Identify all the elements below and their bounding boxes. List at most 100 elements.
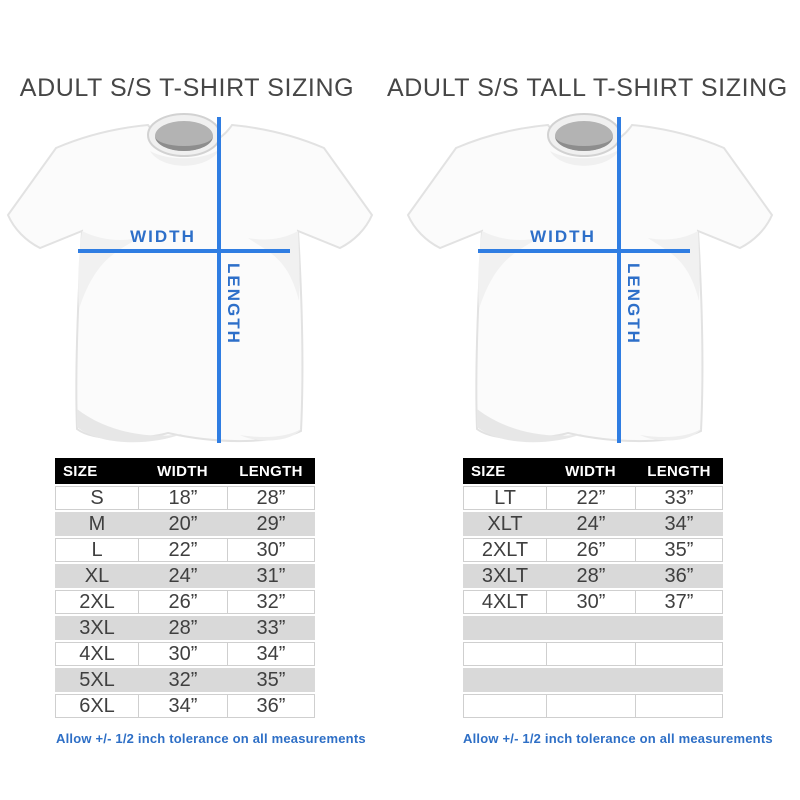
table-cell: S bbox=[55, 486, 138, 510]
table-cell: 30” bbox=[546, 590, 635, 614]
table-cell: 36” bbox=[227, 694, 315, 718]
table-row bbox=[463, 668, 723, 692]
table-cell bbox=[635, 694, 723, 718]
table-cell: M bbox=[55, 512, 138, 536]
tshirt-graphic: WIDTH LENGTH bbox=[6, 113, 374, 443]
sizing-panel-regular: ADULT S/S T-SHIRT SIZING WIDTH LENGTH bbox=[0, 74, 400, 746]
table-cell: 36” bbox=[635, 564, 723, 588]
table-cell bbox=[463, 642, 546, 666]
table-header-cell: WIDTH bbox=[138, 458, 227, 484]
shirt-hem-fold bbox=[477, 409, 582, 443]
table-cell: 18” bbox=[138, 486, 227, 510]
tshirt-illustration: WIDTH LENGTH bbox=[400, 113, 800, 453]
table-cell bbox=[463, 616, 546, 640]
table-cell: 34” bbox=[138, 694, 227, 718]
table-cell: 37” bbox=[635, 590, 723, 614]
table-header-cell: LENGTH bbox=[227, 458, 315, 484]
table-cell: 2XL bbox=[55, 590, 138, 614]
shirt-hem-fold-right bbox=[640, 429, 701, 441]
table-cell: 22” bbox=[546, 486, 635, 510]
table-row: 4XLT 30” 37” bbox=[463, 590, 723, 614]
table-row: 3XLT 28” 36” bbox=[463, 564, 723, 588]
table-row: 2XL 26” 32” bbox=[55, 590, 315, 614]
table-header-row: SIZE WIDTH LENGTH bbox=[55, 458, 315, 484]
shirt-shadow-under-collar bbox=[550, 149, 620, 166]
table-cell: 24” bbox=[138, 564, 227, 588]
table-cell bbox=[546, 616, 635, 640]
sizing-panel-tall: ADULT S/S TALL T-SHIRT SIZING WIDTH LENG… bbox=[387, 0, 800, 800]
table-cell: XL bbox=[55, 564, 138, 588]
panel-title: ADULT S/S T-SHIRT SIZING bbox=[19, 74, 355, 102]
table-cell bbox=[546, 642, 635, 666]
shirt-hem-fold bbox=[77, 409, 182, 443]
table-cell: 34” bbox=[635, 512, 723, 536]
table-cell bbox=[546, 694, 635, 718]
table-header-row: SIZE WIDTH LENGTH bbox=[463, 458, 723, 484]
table-row: S 18” 28” bbox=[55, 486, 315, 510]
tshirt-illustration: WIDTH LENGTH bbox=[0, 113, 400, 453]
table-cell bbox=[635, 642, 723, 666]
table-cell: 35” bbox=[227, 668, 315, 692]
table-cell: 5XL bbox=[55, 668, 138, 692]
table-cell: 28” bbox=[546, 564, 635, 588]
table-header-cell: SIZE bbox=[55, 458, 138, 484]
table-cell: 30” bbox=[138, 642, 227, 666]
table-row: XLT 24” 34” bbox=[463, 512, 723, 536]
table-cell: 24” bbox=[546, 512, 635, 536]
shirt-body bbox=[406, 123, 774, 442]
table-row: L 22” 30” bbox=[55, 538, 315, 562]
table-cell: 3XLT bbox=[463, 564, 546, 588]
table-cell: 26” bbox=[546, 538, 635, 562]
shirt-collar-shadow bbox=[155, 136, 213, 151]
shirt-shadow-under-collar bbox=[150, 149, 220, 166]
table-cell bbox=[635, 668, 723, 692]
shirt-hem-fold-right bbox=[240, 429, 301, 441]
size-table: SIZE WIDTH LENGTH S 18” 28” M 20” 29” L 22” 30” X… bbox=[55, 456, 315, 720]
tolerance-note: Allow +/- 1/2 inch tolerance on all meas… bbox=[56, 731, 366, 746]
table-row bbox=[463, 642, 723, 666]
table-row: 3XL 28” 33” bbox=[55, 616, 315, 640]
table-cell: 34” bbox=[227, 642, 315, 666]
tolerance-note: Allow +/- 1/2 inch tolerance on all meas… bbox=[463, 731, 773, 746]
table-cell: 29” bbox=[227, 512, 315, 536]
table-cell: 3XL bbox=[55, 616, 138, 640]
table-cell: 28” bbox=[227, 486, 315, 510]
table-cell: 33” bbox=[635, 486, 723, 510]
table-cell: 6XL bbox=[55, 694, 138, 718]
width-label: WIDTH bbox=[530, 227, 596, 246]
table-cell bbox=[635, 616, 723, 640]
table-cell: 32” bbox=[227, 590, 315, 614]
length-label: LENGTH bbox=[624, 263, 643, 345]
table-row: XL 24” 31” bbox=[55, 564, 315, 588]
shirt-collar-shadow bbox=[555, 136, 613, 151]
table-cell bbox=[463, 668, 546, 692]
table-cell: 20” bbox=[138, 512, 227, 536]
table-cell: 22” bbox=[138, 538, 227, 562]
table-cell: 35” bbox=[635, 538, 723, 562]
table-row: M 20” 29” bbox=[55, 512, 315, 536]
table-row: 2XLT 26” 35” bbox=[463, 538, 723, 562]
table-cell: 30” bbox=[227, 538, 315, 562]
table-cell: 33” bbox=[227, 616, 315, 640]
width-label: WIDTH bbox=[130, 227, 196, 246]
table-row bbox=[463, 694, 723, 718]
table-cell: 4XLT bbox=[463, 590, 546, 614]
table-cell: 31” bbox=[227, 564, 315, 588]
table-cell: 32” bbox=[138, 668, 227, 692]
table-cell bbox=[463, 694, 546, 718]
shirt-body bbox=[6, 123, 374, 442]
table-row: LT 22” 33” bbox=[463, 486, 723, 510]
shirt-collar-opening bbox=[155, 121, 213, 151]
length-label: LENGTH bbox=[224, 263, 243, 345]
shirt-shadow-right-armpit bbox=[648, 231, 700, 301]
panel-title: ADULT S/S TALL T-SHIRT SIZING bbox=[387, 74, 788, 102]
table-row: 4XL 30” 34” bbox=[55, 642, 315, 666]
shirt-collar-opening bbox=[555, 121, 613, 151]
size-table: SIZE WIDTH LENGTH LT 22” 33” XLT 24” 34” 2XLT 2… bbox=[463, 456, 723, 720]
table-header-cell: LENGTH bbox=[635, 458, 723, 484]
table-cell: L bbox=[55, 538, 138, 562]
table-header-cell: SIZE bbox=[463, 458, 546, 484]
shirt-shadow-right-armpit bbox=[248, 231, 300, 301]
table-cell: 28” bbox=[138, 616, 227, 640]
